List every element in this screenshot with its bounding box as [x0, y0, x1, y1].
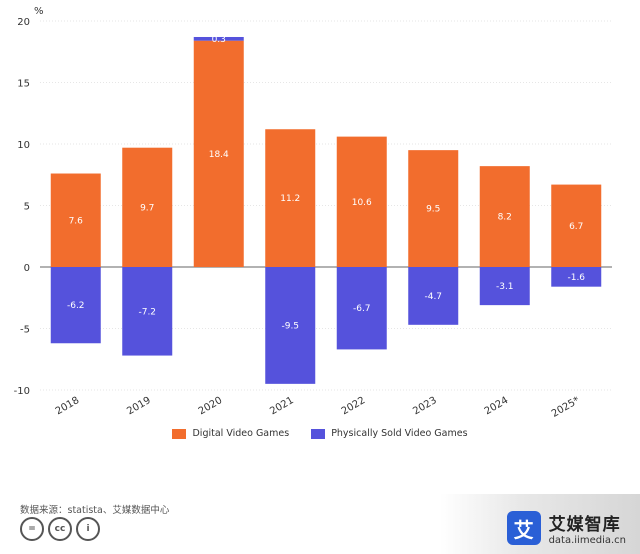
bar-value-label: 6.7: [569, 222, 583, 232]
chart-legend: Digital Video Games Physically Sold Vide…: [0, 428, 640, 439]
bar-value-label: 10.6: [352, 198, 372, 208]
bar-digital: [408, 150, 459, 267]
bar-physical: [50, 267, 101, 344]
y-tick-label: 15: [17, 79, 30, 90]
bar-value-label: 11.2: [280, 194, 300, 204]
bar-value-label: 8.2: [498, 213, 512, 223]
y-tick-label: 20: [17, 17, 30, 28]
legend-label-physical: Physically Sold Video Games: [331, 428, 468, 439]
legend-item-physical[interactable]: Physically Sold Video Games: [311, 428, 468, 439]
bar-digital: [336, 136, 387, 267]
bar-value-label: 7.6: [69, 216, 84, 226]
bar-value-label: 0.3: [212, 35, 226, 45]
x-tick-label: 2019: [125, 395, 153, 417]
x-tick-label: 2023: [411, 395, 439, 417]
legend-swatch-physical: [311, 428, 326, 439]
bar-digital: [551, 184, 602, 267]
creative-commons-icon: cc: [48, 517, 72, 541]
y-tick-label: 0: [24, 263, 30, 274]
brand-name: 艾媒智库: [548, 515, 621, 535]
bar-value-label: 9.5: [426, 205, 440, 215]
y-tick-label: 10: [17, 140, 30, 151]
x-tick-label: 2020: [197, 395, 225, 417]
bar-value-label: 18.4: [209, 150, 229, 160]
legend-item-digital[interactable]: Digital Video Games: [172, 428, 289, 439]
brand-watermark: 艾 艾媒智库 data.iimedia.cn: [506, 510, 626, 546]
bar-physical: [336, 267, 387, 350]
attribution-icon: i: [76, 517, 100, 541]
x-tick-label: 2022: [340, 395, 368, 417]
bar-value-label: -3.1: [496, 282, 514, 292]
x-tick-label: 2021: [268, 395, 296, 417]
brand-logo-icon: 艾: [506, 511, 541, 545]
bar-value-label: -6.7: [353, 304, 371, 314]
y-tick-label: 5: [24, 202, 30, 213]
y-tick-label: -5: [20, 325, 30, 336]
x-tick-label: 2018: [54, 395, 82, 417]
y-tick-label: -10: [14, 386, 30, 397]
x-tick-label: 2025*: [550, 395, 582, 420]
source-note: 数据来源：statista、艾媒数据中心: [20, 505, 170, 516]
bar-chart: % -10 -5 0 5 10 15 20 7.6 -6.2 2018 9.7 -7.2 2019 18.4…: [14, 6, 612, 420]
bar-digital: [193, 40, 244, 268]
legend-swatch-digital: [172, 428, 187, 439]
x-tick-label: 2024: [483, 395, 511, 417]
y-axis-unit: %: [34, 6, 44, 17]
bar-physical: [551, 267, 602, 287]
bar-digital: [479, 166, 530, 267]
legend-label-digital: Digital Video Games: [192, 428, 290, 439]
bar-value-label: -1.6: [567, 273, 585, 283]
bar-physical: [408, 267, 459, 325]
bar-digital: [265, 129, 316, 267]
bar-digital: [50, 173, 101, 267]
bar-physical: [122, 267, 173, 356]
bar-physical: [479, 267, 530, 306]
brand-url: data.iimedia.cn: [548, 535, 626, 546]
equals-icon: =: [20, 517, 44, 541]
bar-digital: [122, 147, 173, 267]
bar-value-label: -4.7: [424, 292, 442, 302]
bar-value-label: -6.2: [67, 301, 85, 311]
bar-value-label: -9.5: [281, 321, 299, 331]
bar-value-label: -7.2: [138, 307, 156, 317]
bar-physical: [265, 267, 316, 384]
license-icons: = cc i: [20, 517, 100, 541]
bar-physical: [193, 36, 244, 41]
bar-value-label: 9.7: [140, 203, 154, 213]
